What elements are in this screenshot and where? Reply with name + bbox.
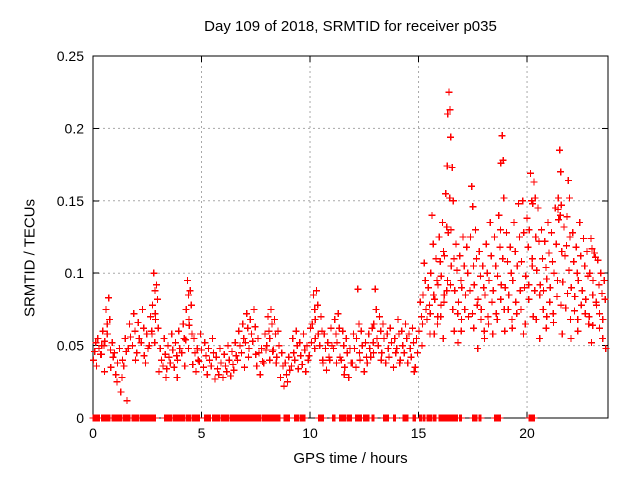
x-tick-label: 5: [198, 425, 206, 441]
x-tick-label: 10: [302, 425, 318, 441]
y-tick-label: 0.25: [57, 48, 84, 64]
x-tick-label: 20: [519, 425, 535, 441]
y-tick-label: 0.1: [65, 265, 85, 281]
chart-title: Day 109 of 2018, SRMTID for receiver p03…: [204, 18, 497, 35]
y-tick-label: 0.05: [57, 338, 84, 354]
x-tick-label: 15: [411, 425, 427, 441]
x-tick-label: 0: [89, 425, 97, 441]
y-tick-label: 0: [76, 410, 84, 426]
x-axis-label: GPS time / hours: [293, 450, 408, 467]
y-tick-label: 0.15: [57, 193, 84, 209]
y-tick-label: 0.2: [65, 120, 85, 136]
scatter-points: [89, 88, 610, 422]
